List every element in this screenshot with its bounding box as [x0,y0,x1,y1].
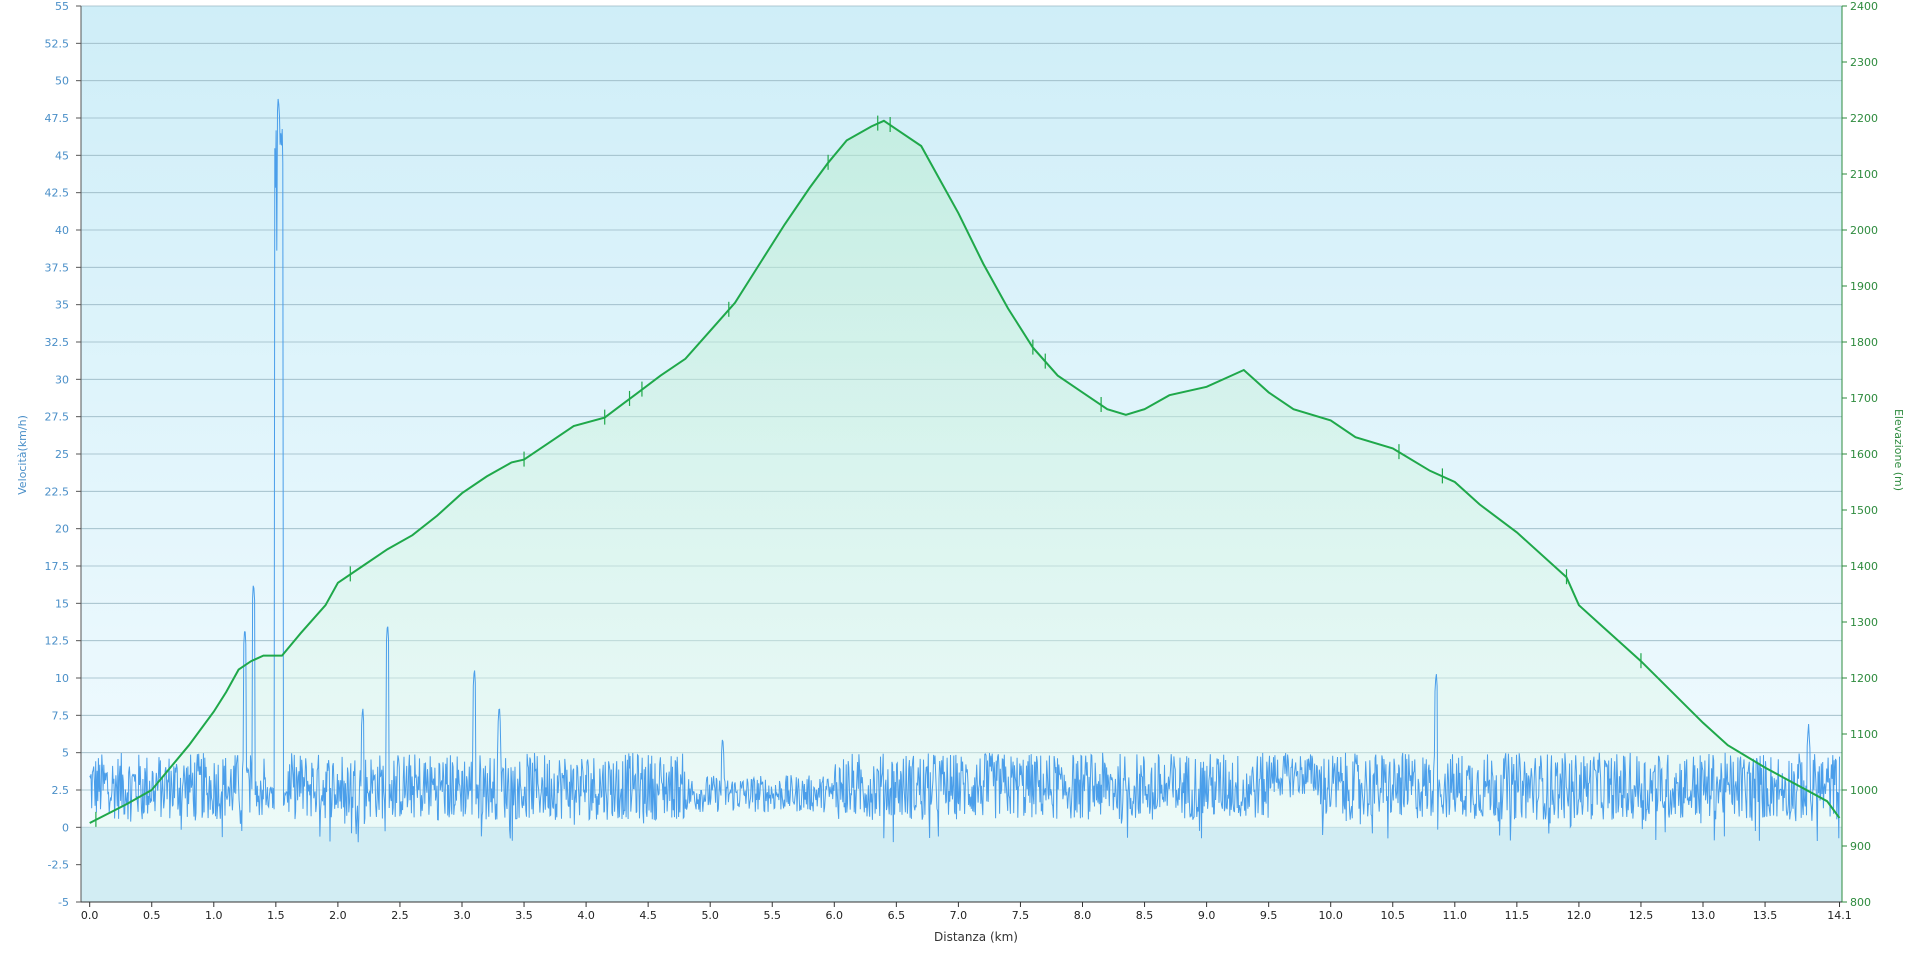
x-tick-label: 3.0 [453,909,471,922]
left-tick-label: 52.5 [45,37,70,50]
left-axis-title: Velocità(km/h) [16,415,29,495]
left-tick-label: 25 [55,448,69,461]
left-tick-label: 7.5 [52,709,70,722]
right-tick-label: 1700 [1850,392,1878,405]
x-tick-label: 9.5 [1260,909,1278,922]
left-tick-label: 40 [55,224,69,237]
left-tick-label: 32.5 [45,336,70,349]
x-tick-label: 0.0 [81,909,99,922]
left-tick-label: 37.5 [45,261,70,274]
x-axis-title: Distanza (km) [934,930,1018,944]
x-tick-label: 13.5 [1753,909,1778,922]
right-tick-label: 2100 [1850,168,1878,181]
left-tick-label: 42.5 [45,187,70,200]
right-tick-label: 900 [1850,840,1871,853]
right-axis-title: Elevazione (m) [1892,409,1905,491]
x-tick-label: 12.0 [1567,909,1592,922]
right-tick-label: 1200 [1850,672,1878,685]
left-tick-label: 0 [62,821,69,834]
x-tick-label: 2.0 [329,909,347,922]
left-tick-label: 47.5 [45,112,70,125]
x-tick-label: 1.0 [205,909,223,922]
x-tick-label: 10.5 [1381,909,1406,922]
right-tick-label: 2400 [1850,0,1878,13]
right-tick-label: 800 [1850,896,1871,909]
x-tick-label: 7.0 [950,909,968,922]
right-tick-label: 1600 [1850,448,1878,461]
left-tick-label: 15 [55,597,69,610]
x-tick-label: 4.5 [639,909,657,922]
right-tick-label: 1000 [1850,784,1878,797]
x-tick-label: 2.5 [391,909,409,922]
x-tick-label: 0.5 [143,909,161,922]
elevation-noise [95,115,1642,827]
x-tick-label: 5.5 [763,909,781,922]
x-tick-label: 3.5 [515,909,533,922]
left-tick-label: 35 [55,299,69,312]
x-tick-label: 5.0 [701,909,719,922]
left-tick-label: 27.5 [45,411,70,424]
right-axis-ticks: 800 900 1000 1100 1200 1300 1400 1500 1600 1700 18… [1842,0,1878,909]
x-tick-label: 7.5 [1012,909,1030,922]
left-tick-label: 10 [55,672,69,685]
x-tick-label: 6.5 [888,909,906,922]
right-tick-label: 1800 [1850,336,1878,349]
left-tick-label: 50 [55,75,69,88]
x-axis-ticks: 0.0 0.5 1.0 1.5 2.0 2.5 3.0 3.5 4.0 4.5 5.0 5.5 6.0 6… [81,902,1852,922]
right-tick-label: 1300 [1850,616,1878,629]
zero-band [81,827,1842,902]
left-tick-label: 22.5 [45,485,70,498]
x-tick-label: 12.5 [1629,909,1654,922]
x-tick-label: 6.0 [826,909,844,922]
right-tick-label: 1400 [1850,560,1878,573]
speed-series-line [89,98,1840,843]
right-tick-label: 1900 [1850,280,1878,293]
x-tick-label: 1.5 [267,909,285,922]
left-tick-label: 17.5 [45,560,70,573]
x-tick-label: 11.0 [1443,909,1468,922]
left-axis-ticks: -5 -2.5 0 2.5 5 7.5 10 12.5 15 17.5 20 22.5 25 27.5 30… [45,0,81,909]
right-tick-label: 2200 [1850,112,1878,125]
right-tick-label: 2300 [1850,56,1878,69]
elevation-area [89,120,1840,828]
left-tick-label: 30 [55,373,69,386]
x-tick-label: 4.0 [577,909,595,922]
left-tick-label: 55 [55,0,69,13]
right-tick-label: 1500 [1850,504,1878,517]
x-tick-label: 11.5 [1505,909,1530,922]
x-tick-label: 8.5 [1136,909,1154,922]
left-tick-label: 20 [55,523,69,536]
x-tick-label: 14.1 [1827,909,1852,922]
right-tick-label: 1100 [1850,728,1878,741]
left-tick-label: 45 [55,149,69,162]
x-tick-label: 10.0 [1318,909,1343,922]
left-tick-label: -5 [58,896,69,909]
x-tick-label: 8.0 [1074,909,1092,922]
right-tick-label: 2000 [1850,224,1878,237]
x-tick-label: 9.0 [1198,909,1216,922]
left-tick-label: 5 [62,747,69,760]
left-tick-label: 12.5 [45,635,70,648]
left-tick-label: 2.5 [52,784,70,797]
left-tick-label: -2.5 [48,859,69,872]
x-tick-label: 13.0 [1691,909,1716,922]
